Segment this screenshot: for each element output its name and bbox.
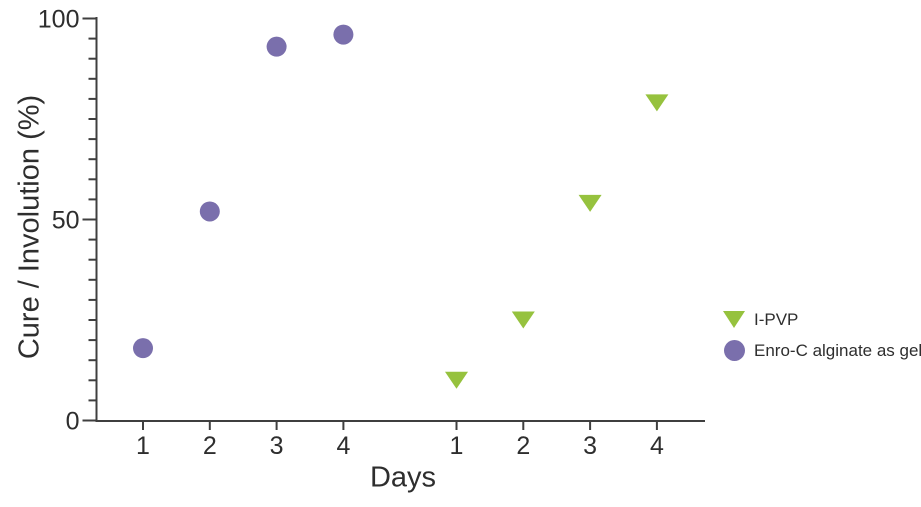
legend-label: I-PVP bbox=[754, 309, 799, 329]
data-point-triangle bbox=[445, 371, 468, 389]
data-point-circle bbox=[333, 24, 354, 45]
legend: I-PVP Enro-C alginate as gel bbox=[722, 306, 921, 364]
x-tick-label: 3 bbox=[583, 432, 597, 460]
legend-item-enro-c: Enro-C alginate as gel bbox=[722, 337, 921, 364]
x-tick-label: 2 bbox=[203, 432, 217, 460]
legend-marker-box bbox=[722, 311, 746, 328]
triangle-down-marker-icon bbox=[723, 311, 745, 328]
data-point-triangle bbox=[578, 194, 602, 212]
data-point-circle bbox=[133, 338, 153, 359]
circle-marker-icon bbox=[723, 340, 745, 361]
x-tick-label: 4 bbox=[650, 432, 664, 460]
x-tick-label: 2 bbox=[516, 432, 530, 460]
x-tick-label: 1 bbox=[136, 432, 150, 460]
x-axis-title: Days bbox=[369, 461, 437, 494]
data-point-circle bbox=[266, 36, 287, 57]
legend-label: Enro-C alginate as gel bbox=[754, 340, 921, 360]
y-tick-label: 50 bbox=[52, 207, 80, 235]
y-tick-label: 100 bbox=[38, 6, 80, 34]
data-point-triangle bbox=[645, 94, 669, 112]
y-axis-title: Cure / Involution (%) bbox=[13, 94, 46, 360]
x-tick-label: 1 bbox=[450, 432, 464, 460]
data-point-triangle bbox=[511, 311, 535, 329]
legend-item-ipvp: I-PVP bbox=[722, 306, 921, 333]
legend-marker-box bbox=[722, 340, 746, 361]
x-tick-label: 4 bbox=[336, 432, 350, 460]
x-tick-label: 3 bbox=[270, 432, 284, 460]
data-point-circle bbox=[199, 201, 220, 222]
y-tick-label: 0 bbox=[66, 408, 80, 436]
